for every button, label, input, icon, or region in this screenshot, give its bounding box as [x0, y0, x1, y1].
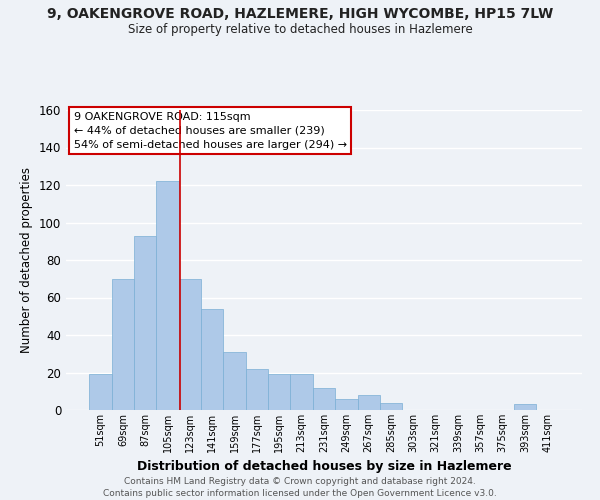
- Bar: [246, 369, 268, 410]
- Bar: [514, 404, 536, 410]
- Bar: [112, 279, 134, 410]
- Bar: [157, 181, 179, 410]
- Text: Size of property relative to detached houses in Hazlemere: Size of property relative to detached ho…: [128, 22, 472, 36]
- Text: Contains public sector information licensed under the Open Government Licence v3: Contains public sector information licen…: [103, 489, 497, 498]
- Text: 9, OAKENGROVE ROAD, HAZLEMERE, HIGH WYCOMBE, HP15 7LW: 9, OAKENGROVE ROAD, HAZLEMERE, HIGH WYCO…: [47, 8, 553, 22]
- Text: Contains HM Land Registry data © Crown copyright and database right 2024.: Contains HM Land Registry data © Crown c…: [124, 478, 476, 486]
- Bar: [290, 374, 313, 410]
- Bar: [89, 374, 112, 410]
- Bar: [313, 388, 335, 410]
- X-axis label: Distribution of detached houses by size in Hazlemere: Distribution of detached houses by size …: [137, 460, 511, 473]
- Bar: [179, 279, 201, 410]
- Bar: [268, 374, 290, 410]
- Bar: [358, 395, 380, 410]
- Bar: [335, 399, 358, 410]
- Bar: [134, 236, 157, 410]
- Bar: [380, 402, 402, 410]
- Text: 9 OAKENGROVE ROAD: 115sqm
← 44% of detached houses are smaller (239)
54% of semi: 9 OAKENGROVE ROAD: 115sqm ← 44% of detac…: [74, 112, 347, 150]
- Y-axis label: Number of detached properties: Number of detached properties: [20, 167, 33, 353]
- Bar: [201, 308, 223, 410]
- Bar: [223, 352, 246, 410]
